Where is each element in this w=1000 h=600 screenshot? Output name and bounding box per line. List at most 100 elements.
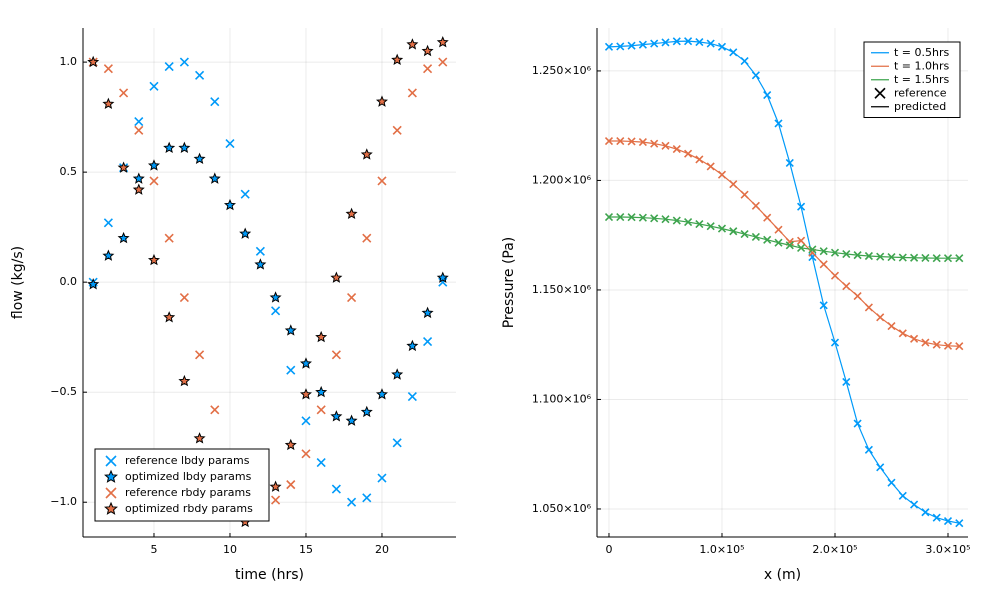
star-point bbox=[421, 44, 434, 57]
reference-point bbox=[932, 340, 941, 349]
x-point bbox=[210, 97, 220, 107]
reference-point bbox=[627, 137, 636, 146]
y-tick-label: 0.0 bbox=[60, 275, 78, 288]
star-point bbox=[163, 141, 176, 154]
reference-point bbox=[819, 260, 828, 269]
reference-point bbox=[910, 253, 919, 262]
star-point bbox=[284, 324, 297, 336]
reference-point bbox=[808, 245, 817, 254]
x-point bbox=[392, 125, 402, 135]
x-point bbox=[301, 416, 311, 426]
legend-label: t = 0.5hrs bbox=[894, 46, 950, 59]
x-point bbox=[225, 138, 235, 149]
x-point bbox=[195, 70, 205, 80]
reference-point bbox=[842, 377, 851, 387]
x-tick-label: 20 bbox=[375, 543, 389, 556]
reference-point bbox=[785, 241, 794, 250]
reference-point bbox=[650, 139, 659, 148]
reference-point bbox=[898, 491, 907, 500]
star-point bbox=[117, 231, 130, 244]
reference-point bbox=[740, 230, 749, 239]
x-point bbox=[164, 233, 174, 243]
star-point bbox=[436, 35, 449, 48]
star-point bbox=[315, 385, 328, 398]
reference-point bbox=[955, 342, 964, 351]
x-point bbox=[255, 246, 265, 256]
star-point bbox=[239, 227, 252, 239]
x-point bbox=[240, 189, 250, 199]
x-point bbox=[392, 438, 402, 448]
legend-label: optimized lbdy params bbox=[125, 470, 252, 483]
reference-point bbox=[853, 251, 862, 260]
x-tick-label: 2.0×10⁵ bbox=[812, 543, 857, 556]
reference-point bbox=[774, 238, 783, 247]
reference-point bbox=[819, 301, 828, 310]
reference-point bbox=[774, 119, 783, 128]
line bbox=[608, 216, 960, 259]
x-point bbox=[103, 64, 113, 74]
legend-label: t = 1.0hrs bbox=[894, 59, 950, 72]
reference-point bbox=[876, 463, 885, 472]
reference-point bbox=[672, 216, 681, 225]
x-tick-label: 15 bbox=[299, 543, 313, 556]
reference-point bbox=[797, 236, 806, 245]
reference-point bbox=[706, 222, 715, 231]
reference-point bbox=[661, 141, 670, 150]
star-point bbox=[421, 306, 434, 319]
reference-point bbox=[638, 213, 647, 222]
reference-point bbox=[740, 57, 749, 66]
star-point bbox=[87, 55, 100, 68]
reference-point bbox=[932, 254, 941, 263]
star-point bbox=[406, 339, 419, 352]
x-point bbox=[286, 480, 296, 490]
legend-x bbox=[105, 487, 117, 499]
x-point bbox=[423, 337, 433, 347]
legend-label: reference bbox=[894, 86, 947, 99]
reference-point bbox=[887, 322, 896, 331]
reference-point bbox=[774, 225, 783, 234]
reference-point bbox=[695, 219, 704, 229]
reference-point bbox=[638, 138, 647, 147]
reference-point bbox=[797, 243, 806, 252]
reference-point bbox=[830, 271, 840, 280]
star-point bbox=[345, 207, 358, 220]
reference-point bbox=[943, 254, 953, 263]
x-point bbox=[164, 61, 174, 72]
star-point bbox=[391, 53, 404, 66]
star-point bbox=[436, 271, 449, 283]
reference-point bbox=[751, 232, 760, 242]
x-point bbox=[377, 473, 387, 483]
reference-point bbox=[876, 313, 885, 322]
x-point bbox=[316, 458, 326, 468]
reference-point bbox=[684, 217, 693, 227]
reference-point bbox=[604, 42, 614, 51]
x-point bbox=[149, 81, 159, 91]
star-point bbox=[375, 388, 388, 400]
reference-point bbox=[672, 145, 681, 154]
reference-point bbox=[864, 251, 873, 261]
reference-point bbox=[887, 478, 896, 487]
reference-point bbox=[695, 37, 704, 47]
reference-point bbox=[876, 252, 885, 261]
reference-point bbox=[819, 247, 828, 256]
star-point bbox=[269, 480, 282, 492]
y-axis-label: flow (kg/s) bbox=[10, 246, 26, 319]
legend-x bbox=[105, 455, 117, 467]
reference-point bbox=[684, 37, 693, 46]
x-point bbox=[149, 176, 159, 186]
x-point bbox=[286, 365, 296, 375]
star-point bbox=[102, 97, 115, 110]
x-point bbox=[179, 57, 189, 67]
y-tick-label: 1.100×10⁶ bbox=[532, 392, 592, 405]
star-point bbox=[178, 141, 191, 154]
x-tick-label: 3.0×10⁵ bbox=[925, 543, 970, 556]
reference-point bbox=[661, 38, 670, 47]
reference-point bbox=[661, 215, 670, 224]
reference-point bbox=[604, 136, 614, 146]
x-point bbox=[179, 293, 189, 303]
reference-point bbox=[943, 516, 953, 526]
reference-point bbox=[943, 341, 953, 350]
star-point bbox=[315, 330, 328, 343]
star-point bbox=[375, 95, 388, 107]
